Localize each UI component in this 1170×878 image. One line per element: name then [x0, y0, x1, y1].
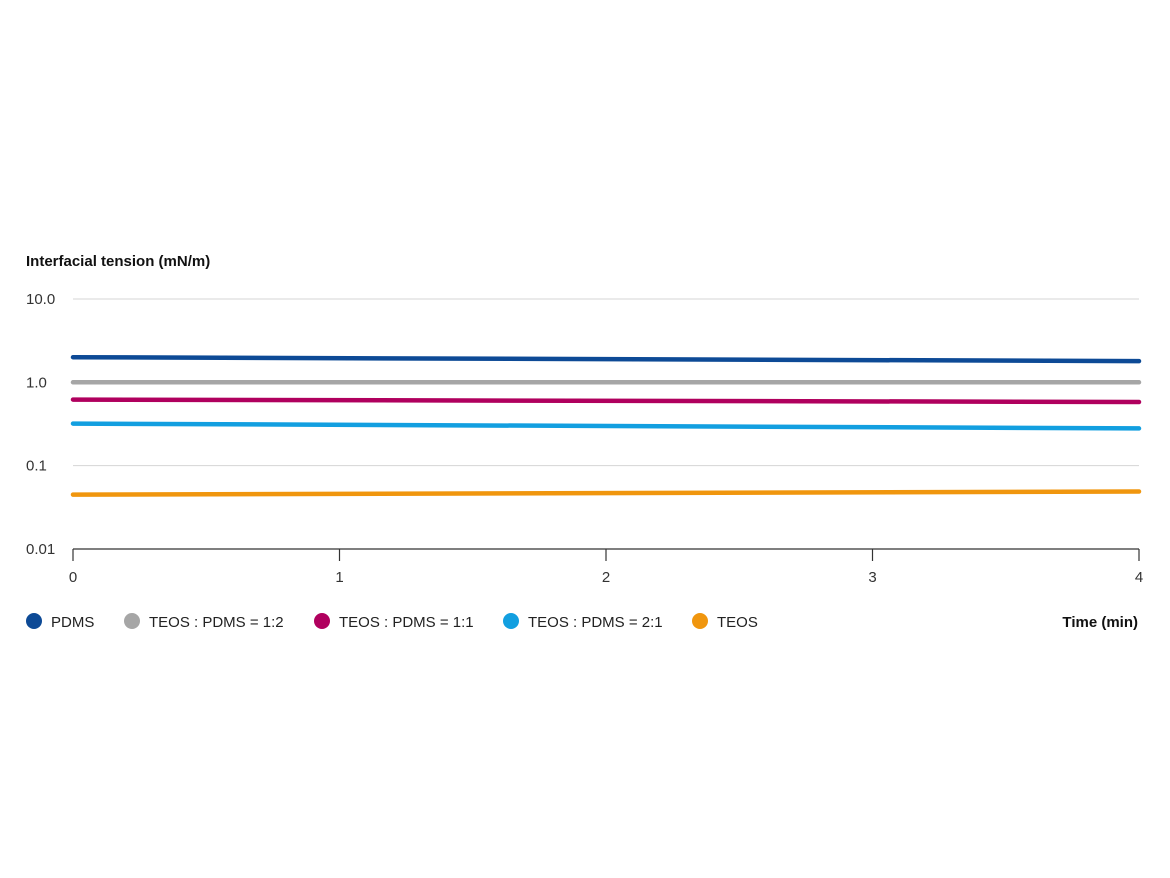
legend-swatch	[692, 613, 708, 629]
y-tick-label: 1.0	[26, 374, 47, 391]
series-line-3	[70, 397, 1142, 405]
legend-label: TEOS : PDMS = 1:1	[339, 614, 474, 631]
y-axis-ticks: 10.0 1.0 0.1 0.01	[26, 291, 55, 558]
x-axis: 0 1 2 3 4	[69, 548, 1143, 586]
legend-item: TEOS : PDMS = 2:1	[503, 613, 663, 631]
legend-item: TEOS : PDMS = 1:1	[314, 613, 474, 631]
legend-item: PDMS	[26, 613, 94, 631]
legend-label: TEOS : PDMS = 1:2	[149, 614, 284, 631]
x-tick-label: 1	[335, 569, 343, 586]
series-line-5	[70, 489, 1142, 497]
x-axis-label: Time (min)	[1062, 614, 1138, 631]
series-lines	[70, 354, 1142, 497]
legend-item: TEOS : PDMS = 1:2	[124, 613, 284, 631]
legend-label: TEOS	[717, 614, 758, 631]
x-tick-label: 2	[602, 569, 610, 586]
x-tick-label: 4	[1135, 569, 1143, 586]
y-tick-label: 10.0	[26, 291, 55, 308]
series-line-4	[70, 421, 1142, 431]
legend-swatch	[26, 613, 42, 629]
x-tick-label: 3	[868, 569, 876, 586]
y-axis-label: Interfacial tension (mN/m)	[26, 253, 210, 270]
legend-label: TEOS : PDMS = 2:1	[528, 614, 663, 631]
legend-item: TEOS	[692, 613, 758, 631]
series-line-1	[70, 354, 1142, 364]
legend: PDMS TEOS : PDMS = 1:2 TEOS : PDMS = 1:1 TE…	[26, 613, 758, 631]
legend-swatch	[124, 613, 140, 629]
y-tick-label: 0.01	[26, 541, 55, 558]
y-tick-label: 0.1	[26, 458, 47, 475]
legend-swatch	[503, 613, 519, 629]
legend-swatch	[314, 613, 330, 629]
legend-label: PDMS	[51, 614, 94, 631]
x-tick-label: 0	[69, 569, 77, 586]
